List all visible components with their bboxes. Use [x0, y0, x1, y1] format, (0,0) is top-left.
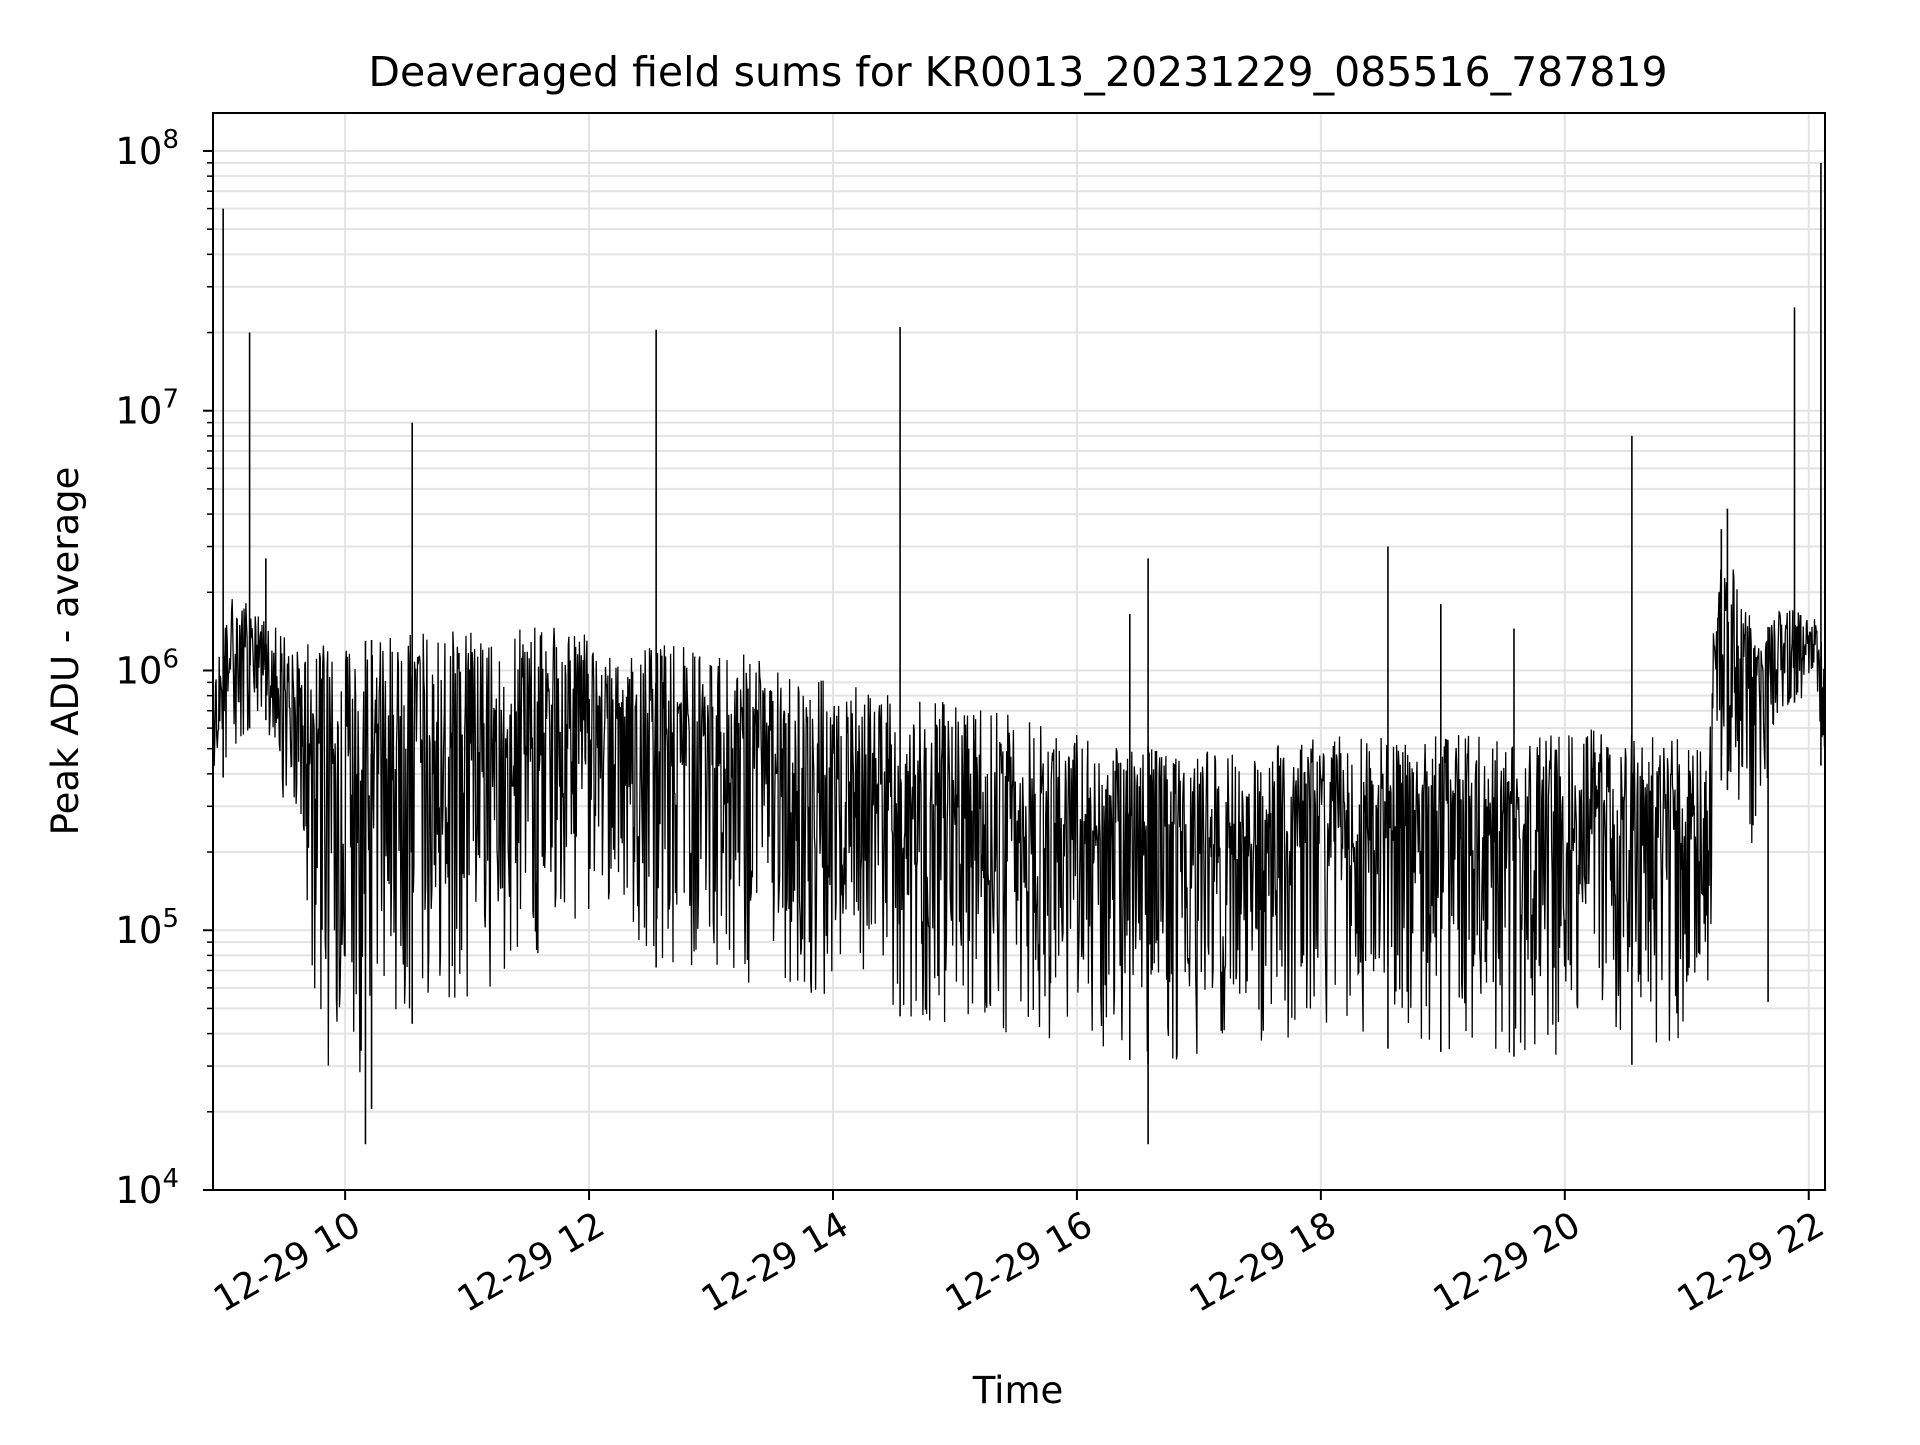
y-tick-label-exponent: 8 — [162, 125, 179, 155]
y-tick-label-base: 10 — [115, 1169, 162, 1212]
y-tick-label-exponent: 7 — [162, 385, 179, 415]
y-tick-label: 104 — [115, 1164, 179, 1212]
y-tick-label: 105 — [115, 904, 179, 952]
data-layer — [212, 162, 1826, 1145]
y-axis-label: Peak ADU - average — [44, 467, 87, 836]
y-tick-label-base: 10 — [115, 390, 162, 433]
x-axis-label: Time — [972, 1369, 1064, 1412]
y-tick-label-exponent: 5 — [162, 904, 179, 934]
y-tick-label-base: 10 — [115, 649, 162, 692]
plot-frame — [212, 112, 1826, 1191]
y-tick-label-base: 10 — [115, 130, 162, 173]
y-tick-label: 108 — [115, 125, 179, 173]
y-tick-label-base: 10 — [115, 909, 162, 952]
chart-title: Deaveraged field sums for KR0013_2023122… — [368, 48, 1667, 96]
y-tick-label-exponent: 6 — [162, 644, 179, 674]
y-tick-label: 107 — [115, 385, 179, 433]
y-tick-label: 106 — [115, 644, 179, 692]
y-tick-label-exponent: 4 — [162, 1164, 179, 1194]
series-line — [212, 569, 1826, 1073]
